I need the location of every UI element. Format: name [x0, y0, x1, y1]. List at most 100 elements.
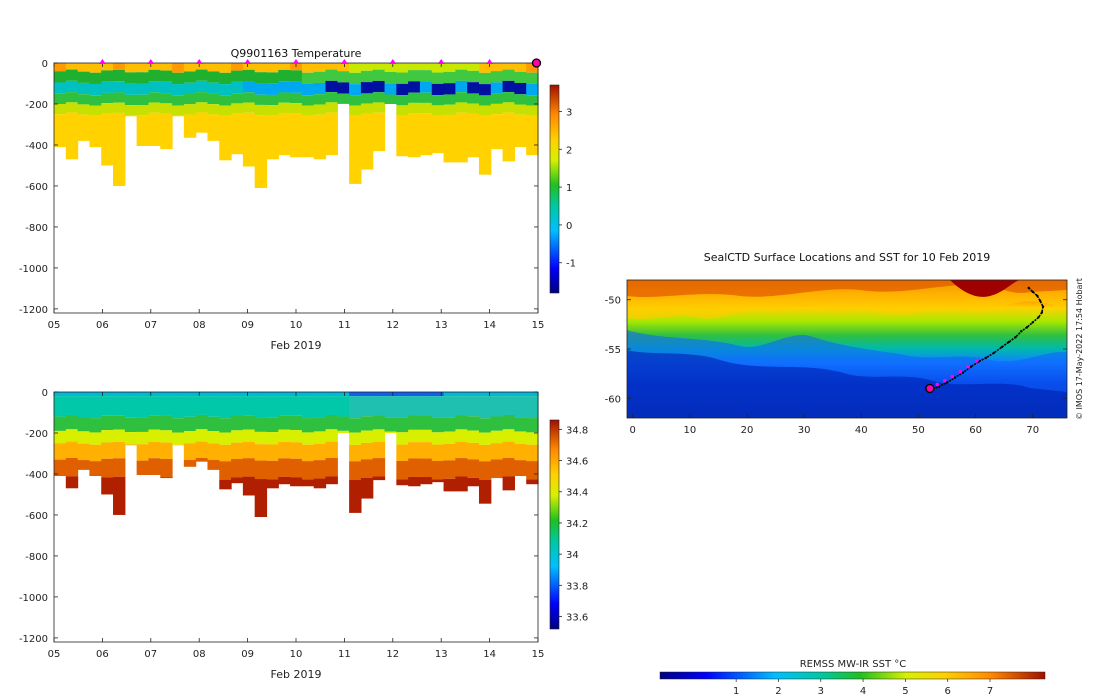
profile-segment	[278, 81, 291, 93]
profile-segment	[349, 63, 362, 73]
colorbar-tick-label: 1	[566, 183, 572, 194]
profile-segment	[89, 418, 102, 433]
profile-segment	[219, 432, 232, 445]
profile-segment	[396, 479, 409, 486]
profile-segment	[148, 392, 161, 397]
profile-segment	[478, 84, 492, 96]
profile-segment	[124, 432, 138, 445]
profile-segment	[502, 69, 515, 81]
sst-map-ticks: 0 10 20 30 40 50 60 70 -50 -55 -60	[605, 296, 1067, 436]
profile-segment	[136, 392, 150, 397]
x-tick-label: 13	[435, 320, 448, 331]
map-x-tick-label: 60	[969, 425, 982, 436]
profile-segment	[443, 104, 456, 115]
profile-location-marker	[974, 359, 979, 363]
profile-segment	[372, 80, 386, 93]
y-tick-label: -600	[25, 511, 48, 522]
y-tick-label: -800	[25, 223, 48, 234]
sst-colorbar-tick-label: 6	[945, 686, 951, 697]
profile-segment	[313, 114, 327, 160]
profile-segment	[183, 82, 197, 94]
temperature-colorbar	[549, 84, 560, 294]
profile-segment	[337, 93, 350, 104]
map-x-tick-label: 10	[683, 425, 696, 436]
profile-segment	[278, 69, 291, 82]
profile-segment	[325, 476, 338, 485]
profile-segment	[160, 113, 173, 150]
surface-marker	[147, 59, 155, 64]
profile-segment	[160, 477, 173, 479]
profile-segment	[455, 441, 468, 459]
profile-segment	[290, 103, 303, 114]
profile-segment	[101, 442, 114, 459]
profile-segment	[160, 103, 173, 114]
profile-segment	[467, 392, 480, 397]
profile-segment	[443, 460, 456, 479]
sst-hot-spot	[950, 280, 1020, 297]
profile-segment	[101, 392, 114, 397]
profile-segment	[313, 82, 327, 95]
profile-segment	[490, 396, 504, 417]
profile-segment	[231, 113, 244, 155]
profile-segment	[183, 71, 197, 83]
profile-segment	[419, 415, 433, 430]
profile-segment	[278, 102, 291, 113]
profile-segment	[396, 460, 409, 480]
profile-segment	[455, 415, 468, 430]
profile-segment	[360, 93, 374, 104]
profile-segment	[124, 63, 138, 73]
sst-colorbar-tick-label: 4	[860, 686, 866, 697]
profile-segment	[290, 92, 303, 104]
profile-segment	[443, 94, 456, 105]
profile-segment	[443, 114, 456, 163]
profile-segment	[290, 70, 303, 82]
profile-segment	[419, 113, 433, 156]
profile-segment	[290, 458, 303, 478]
profile-segment	[172, 72, 185, 85]
profile-segment	[266, 83, 279, 95]
profile-segment	[526, 72, 539, 84]
x-tick-label: 05	[48, 649, 61, 660]
salinity-colorbar-ticks: 34.8 34.6 34.4 34.2 34 33.8 33.6	[559, 425, 588, 624]
profile-segment	[431, 63, 445, 73]
y-tick-label: -1200	[19, 305, 48, 316]
profile-segment	[183, 459, 197, 467]
colorbar-tick-label: 33.6	[566, 613, 588, 624]
profile-segment	[242, 112, 256, 167]
track-point	[1000, 345, 1004, 349]
profile-segment	[301, 432, 315, 445]
profile-segment	[372, 458, 386, 477]
profile-segment	[372, 112, 386, 152]
profile-segment	[77, 94, 91, 105]
track-point	[1038, 299, 1042, 302]
temperature-xlabel: Feb 2019	[271, 339, 322, 352]
profile-segment	[160, 396, 173, 416]
profile-segment	[360, 392, 374, 397]
profile-segment	[313, 431, 327, 444]
profile-segment	[172, 392, 185, 397]
profile-segment	[301, 115, 315, 158]
track-point	[945, 381, 949, 384]
profile-segment	[54, 443, 67, 460]
profile-segment	[431, 95, 445, 106]
profile-segment	[101, 430, 114, 443]
profile-segment	[455, 476, 468, 492]
profile-segment	[301, 396, 315, 419]
profile-segment	[113, 81, 126, 93]
profile-segment	[360, 396, 374, 417]
temperature-profiles	[54, 63, 539, 188]
profile-segment	[325, 102, 338, 113]
profile-segment	[490, 443, 504, 460]
profile-segment	[384, 83, 397, 95]
profile-segment	[490, 430, 504, 444]
profile-segment	[301, 392, 315, 397]
profile-segment	[384, 431, 397, 433]
x-tick-label: 05	[48, 320, 61, 331]
x-tick-label: 15	[532, 320, 545, 331]
profile-segment	[478, 418, 492, 433]
profile-segment	[360, 459, 374, 478]
profile-segment	[349, 95, 362, 106]
sst-colorbar-tick-label: 7	[987, 686, 993, 697]
profile-segment	[54, 93, 67, 104]
sst-field	[627, 280, 1067, 418]
